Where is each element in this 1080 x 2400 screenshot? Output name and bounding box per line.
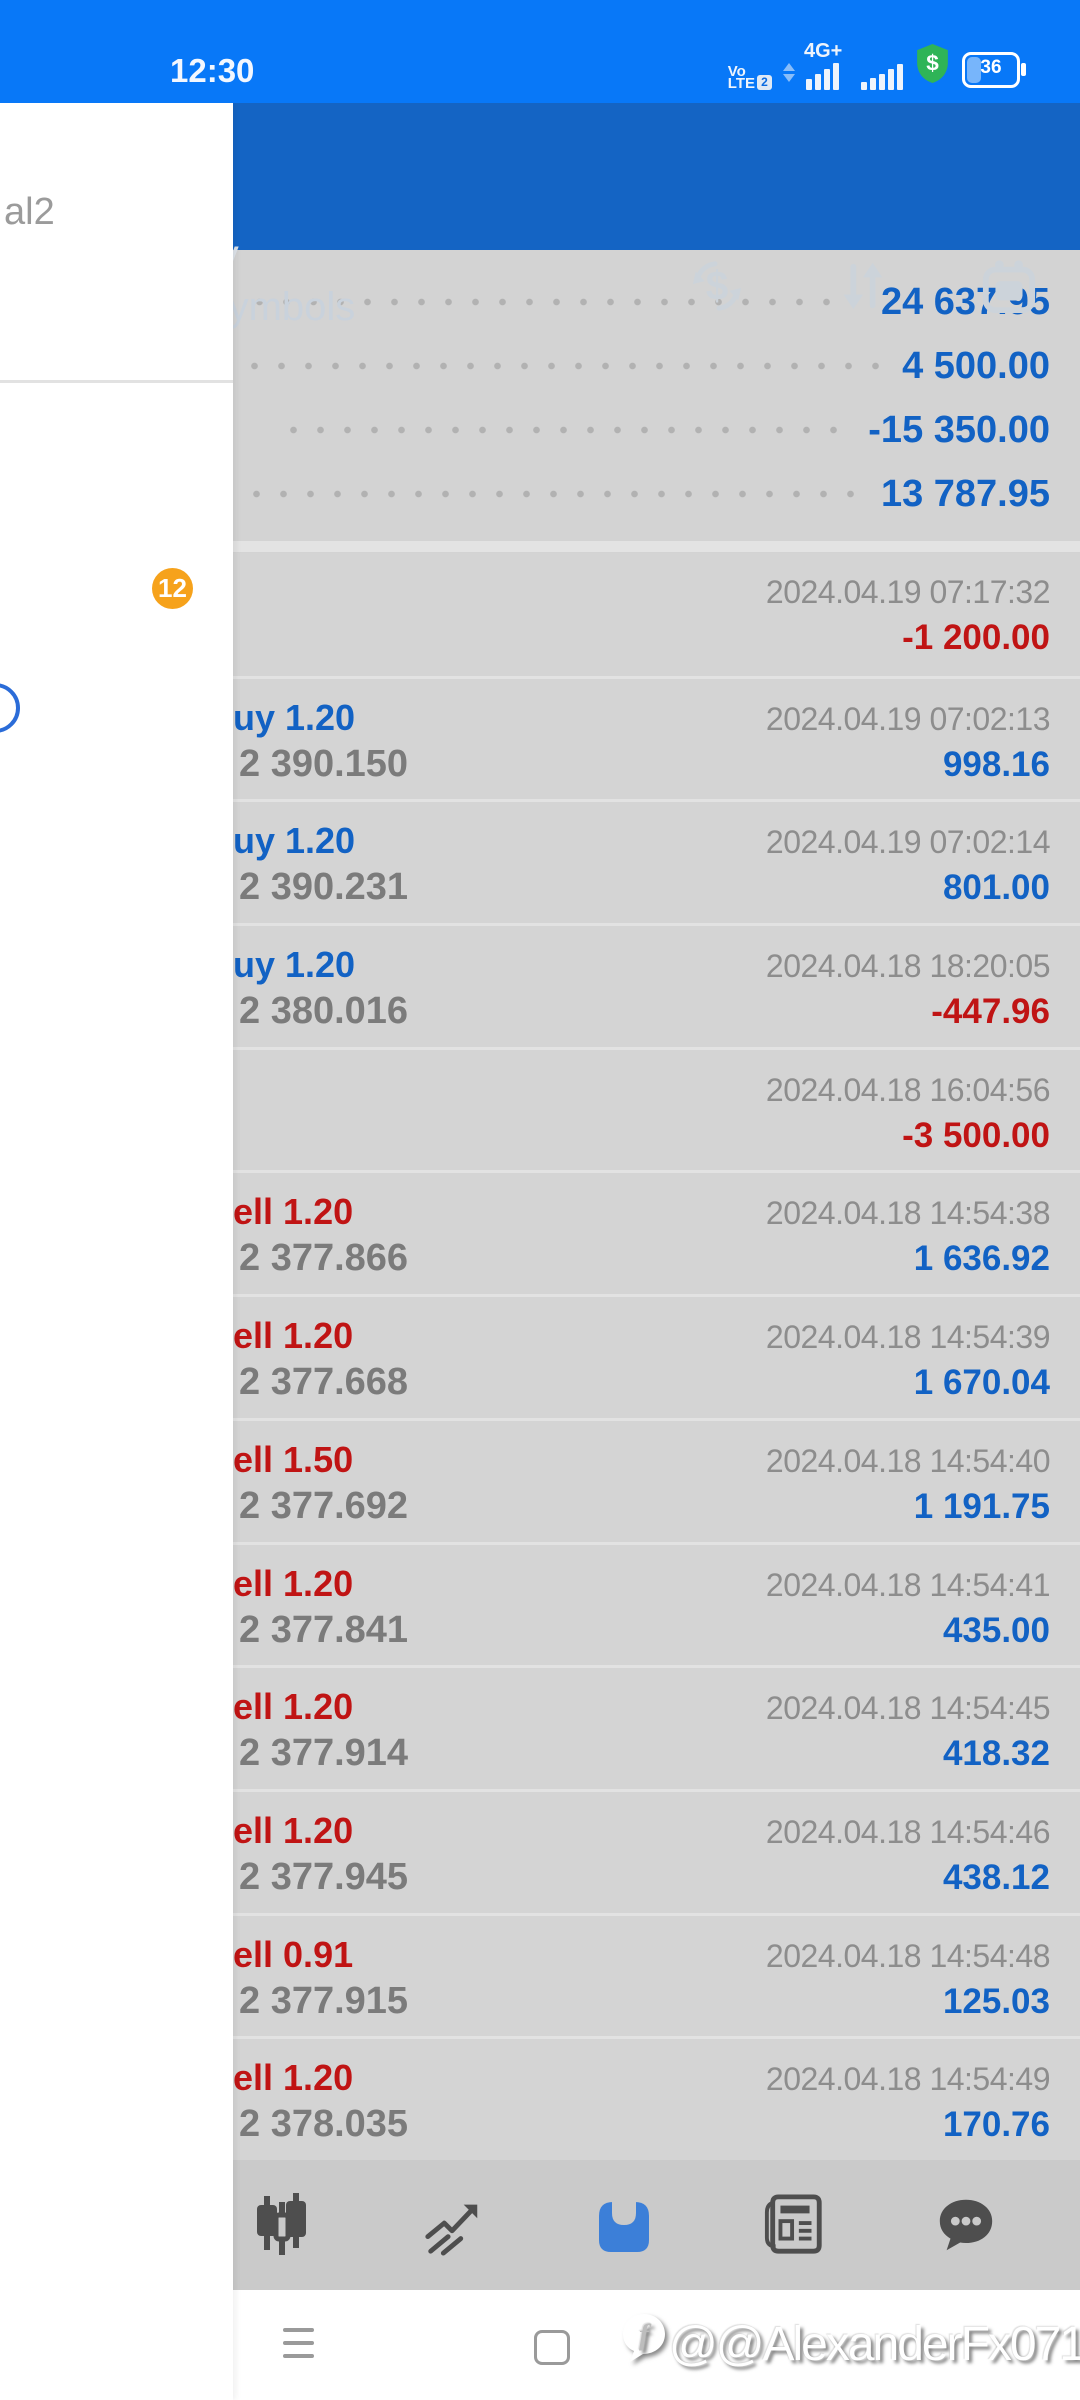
balance-amount: -1 200.00 — [902, 618, 1050, 657]
trade-action-label: Sell 1.20 — [209, 1315, 354, 1357]
drawer-divider — [0, 380, 233, 383]
status-icons: Vo LTE 2 4G+ $ 36 — [728, 40, 1026, 91]
account-name-fragment: al2 — [4, 191, 55, 233]
summary-value: 4 500.00 — [902, 344, 1050, 387]
clock: 12:30 — [170, 52, 255, 89]
trade-profit: 1 191.75 — [913, 1486, 1050, 1526]
dotted-leader — [243, 490, 859, 498]
trade-profit: 1 670.04 — [913, 1363, 1050, 1403]
trade-action-label: Sell 0.91 — [209, 1933, 354, 1975]
security-shield-icon: $ — [914, 43, 951, 89]
sort-icon[interactable] — [828, 251, 898, 321]
history-row-balance[interactable]: 2024.04.19 07:17:32 -1 200.00 — [0, 552, 1080, 676]
watermark: f @@AlexanderFx071 — [621, 2312, 1080, 2376]
trade-action-label: Sell 1.50 — [209, 1438, 354, 1480]
navigation-drawer: al2 12 — [0, 103, 233, 2400]
trade-profit: 170.76 — [942, 2105, 1050, 2145]
svg-text:$: $ — [926, 51, 939, 76]
section-divider — [0, 541, 1080, 552]
signal-strength-icon-sim2 — [861, 64, 903, 90]
status-bar: 12:30 Vo LTE 2 4G+ $ 36 — [0, 0, 1080, 103]
calendar-icon[interactable] — [974, 251, 1044, 321]
trade-datetime: 2024.04.19 07:02:14 — [765, 824, 1051, 861]
trade-datetime: 2024.04.18 14:54:39 — [765, 1319, 1051, 1356]
signal-strength-icon-sim1: 4G+ — [804, 40, 850, 90]
summary-row: 4 500.00 — [0, 334, 1050, 398]
trade-action-label: Sell 1.20 — [209, 1562, 354, 1604]
trade-count-badge: 12 — [152, 568, 193, 609]
history-row-trade[interactable]: Sell 1.50 →2 377.692 2024.04.18 14:54:40… — [0, 1417, 1080, 1542]
dotted-leader — [280, 426, 847, 434]
trade-action-label: Sell 1.20 — [209, 1191, 354, 1233]
trade-datetime: 2024.04.19 07:02:13 — [765, 700, 1051, 737]
currency-exchange-icon[interactable]: $ — [682, 251, 752, 321]
tab-news-icon[interactable] — [760, 2190, 830, 2260]
history-row-trade[interactable]: Sell 1.20 →2 377.841 2024.04.18 14:54:41… — [0, 1541, 1080, 1666]
trade-datetime: 2024.04.18 16:04:56 — [765, 1071, 1051, 1108]
partial-avatar-circle — [0, 683, 20, 733]
summary-row: -15 350.00 — [0, 398, 1050, 462]
history-list: 2024.04.19 07:17:32 -1 200.00 Buy 1.20 →… — [0, 552, 1080, 2160]
trade-profit: 125.03 — [942, 1981, 1050, 2021]
dotted-leader — [241, 362, 881, 370]
history-row-trade[interactable]: Sell 1.20 →2 377.866 2024.04.18 14:54:38… — [0, 1170, 1080, 1294]
history-row-trade[interactable]: Sell 1.20 →2 377.945 2024.04.18 14:54:46… — [0, 1788, 1080, 1913]
tab-trade-icon-selected[interactable] — [589, 2190, 659, 2260]
dotted-leader — [246, 298, 859, 306]
trade-datetime: 2024.04.18 14:54:48 — [765, 1937, 1051, 1974]
summary-value: 13 787.95 — [880, 472, 1050, 515]
battery-icon: 36 — [962, 52, 1026, 88]
sim2-badge: 2 — [757, 75, 772, 90]
summary-value: -15 350.00 — [868, 408, 1050, 451]
trade-datetime: 2024.04.18 14:54:41 — [765, 1566, 1051, 1603]
trade-profit: -447.96 — [931, 992, 1050, 1032]
chat-bubble-glyph: f — [621, 2312, 667, 2376]
summary-row: 13 787.95 — [0, 462, 1050, 526]
trade-action-label: Sell 1.20 — [209, 2057, 354, 2099]
trade-datetime: 2024.04.18 18:20:05 — [765, 948, 1051, 985]
tab-quotes-icon[interactable] — [247, 2190, 317, 2260]
trade-profit: 801.00 — [942, 868, 1050, 908]
trade-datetime: 2024.04.18 14:54:40 — [765, 1442, 1051, 1479]
trade-profit: 998.16 — [942, 744, 1050, 784]
battery-percent: 36 — [980, 57, 1002, 78]
trade-datetime: 2024.04.18 14:54:46 — [765, 1813, 1051, 1850]
trade-profit: 1 636.92 — [913, 1239, 1050, 1279]
system-menu-button[interactable] — [283, 2328, 314, 2367]
trade-action-label: Sell 1.20 — [209, 1686, 354, 1728]
volte-icon: Vo LTE 2 — [728, 64, 772, 91]
system-home-button[interactable] — [534, 2330, 570, 2365]
data-activity-icon — [783, 63, 795, 82]
svg-text:$: $ — [706, 263, 729, 309]
trade-datetime: 2024.04.18 14:54:45 — [765, 1690, 1051, 1727]
tab-messages-icon[interactable] — [931, 2190, 1001, 2260]
trade-datetime: 2024.04.18 14:54:49 — [765, 2061, 1051, 2098]
tab-charts-icon[interactable] — [418, 2190, 488, 2260]
history-row-balance[interactable]: 2024.04.18 16:04:56 -3 500.00 — [0, 1046, 1080, 1171]
trade-datetime: 2024.04.19 07:17:32 — [765, 574, 1051, 610]
history-row-trade[interactable]: Sell 1.20 →2 377.914 2024.04.18 14:54:45… — [0, 1665, 1080, 1789]
trade-datetime: 2024.04.18 14:54:38 — [765, 1195, 1051, 1232]
trade-action-label: Sell 1.20 — [209, 1809, 354, 1851]
balance-amount: -3 500.00 — [902, 1115, 1050, 1155]
trade-profit: 418.32 — [942, 1734, 1050, 1774]
trade-profit: 435.00 — [942, 1610, 1050, 1650]
trade-profit: 438.12 — [942, 1857, 1050, 1897]
